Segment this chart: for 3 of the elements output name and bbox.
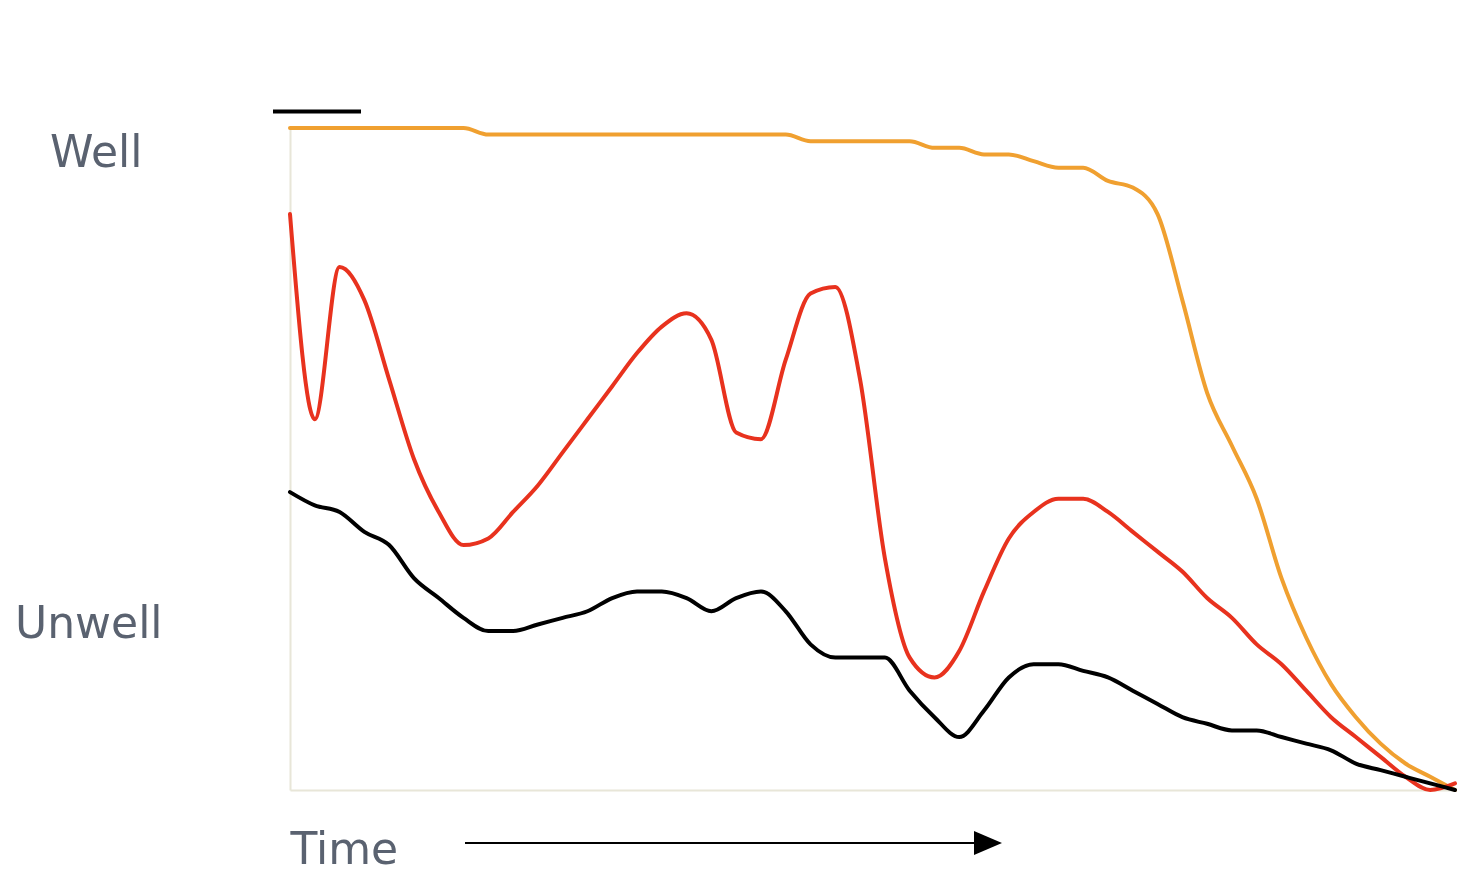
- text: Well: [50, 126, 143, 178]
- x-axis-title: Time: [289, 822, 399, 874]
- text: Unwell: [15, 596, 163, 648]
